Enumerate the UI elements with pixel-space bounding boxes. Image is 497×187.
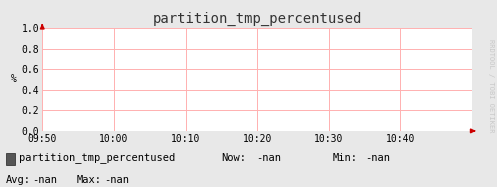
Title: partition_tmp_percentused: partition_tmp_percentused [153,11,362,26]
Text: -nan: -nan [104,174,129,185]
Y-axis label: %: % [10,74,16,85]
Text: Now:: Now: [221,153,246,163]
Text: -nan: -nan [32,174,57,185]
Text: Max:: Max: [77,174,102,185]
Text: -nan: -nan [256,153,281,163]
Text: Min:: Min: [333,153,358,163]
Text: partition_tmp_percentused: partition_tmp_percentused [19,153,175,163]
Text: Avg:: Avg: [6,174,31,185]
Text: -nan: -nan [365,153,390,163]
Text: RRDTOOL / TOBI OETIKER: RRDTOOL / TOBI OETIKER [488,39,494,133]
